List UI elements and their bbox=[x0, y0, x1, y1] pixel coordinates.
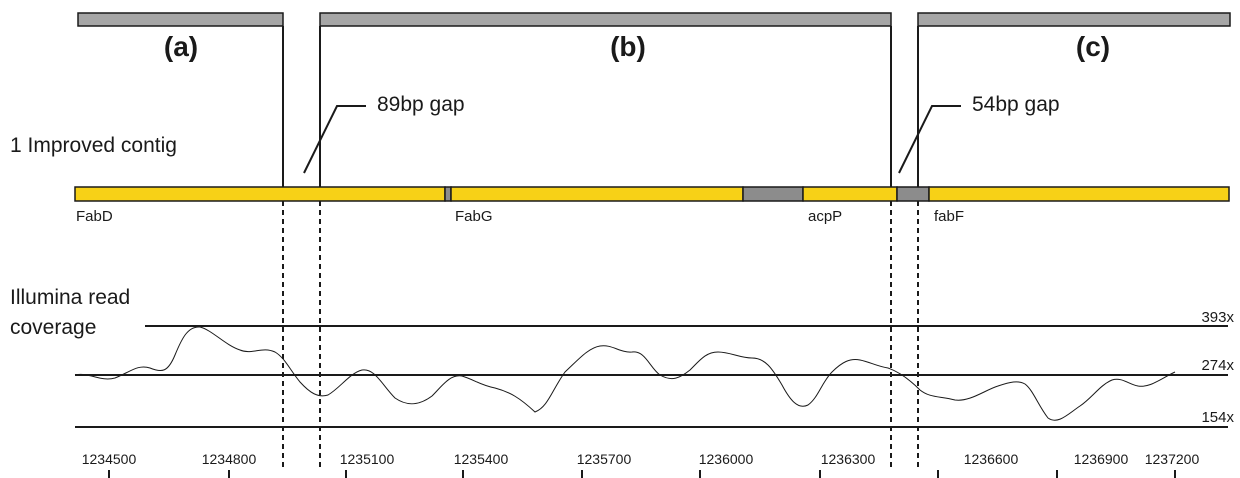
gene-label-fabd: FabD bbox=[76, 208, 113, 225]
gap-89-label: 89bp gap bbox=[377, 93, 465, 116]
gene-label-acpp: acpP bbox=[808, 208, 842, 225]
contig-gap-right bbox=[896, 186, 930, 202]
coverage-title-line1: Illumina read bbox=[10, 286, 130, 309]
coverage-level-393x: 393x bbox=[1201, 309, 1234, 326]
axis-tick-label: 1235700 bbox=[577, 451, 632, 467]
coverage-level-274x: 274x bbox=[1201, 357, 1234, 374]
section-c-label: (c) bbox=[1076, 31, 1110, 62]
axis-tick-label: 1236300 bbox=[821, 451, 876, 467]
axis-tick-label: 1235100 bbox=[340, 451, 395, 467]
axis-tick-label: 1237200 bbox=[1145, 451, 1200, 467]
section-a-header-bar bbox=[77, 12, 284, 27]
gap-54-leader bbox=[898, 105, 961, 174]
contig-segment-fabf bbox=[928, 186, 1230, 202]
contig-gap-middle bbox=[742, 186, 804, 202]
axis-tick-label: 1234800 bbox=[202, 451, 257, 467]
gap-89-leader bbox=[303, 105, 366, 174]
contig-gap-small bbox=[444, 186, 452, 202]
gap-54-label: 54bp gap bbox=[972, 93, 1060, 116]
axis-tick-label: 1236900 bbox=[1074, 451, 1129, 467]
gene-label-fabf: fabF bbox=[934, 208, 964, 225]
gene-label-fabg: FabG bbox=[455, 208, 493, 225]
section-b-label: (b) bbox=[610, 31, 646, 62]
axis-tick-label: 1234500 bbox=[82, 451, 137, 467]
section-b-header-bar bbox=[319, 12, 892, 27]
contig-segment-fabg bbox=[450, 186, 744, 202]
contig-label: 1 Improved contig bbox=[10, 134, 177, 157]
axis-tick-label: 1235400 bbox=[454, 451, 509, 467]
axis-tick-label: 1236000 bbox=[699, 451, 754, 467]
coverage-title-line2: coverage bbox=[10, 316, 96, 339]
contig-segment-acpp bbox=[802, 186, 898, 202]
axis-tick-label: 1236600 bbox=[964, 451, 1019, 467]
section-a-label: (a) bbox=[164, 31, 198, 62]
contig-segment-fabd bbox=[74, 186, 446, 202]
coverage-level-154x: 154x bbox=[1201, 409, 1234, 426]
section-c-header-bar bbox=[917, 12, 1231, 27]
coverage-curve bbox=[74, 326, 1176, 421]
